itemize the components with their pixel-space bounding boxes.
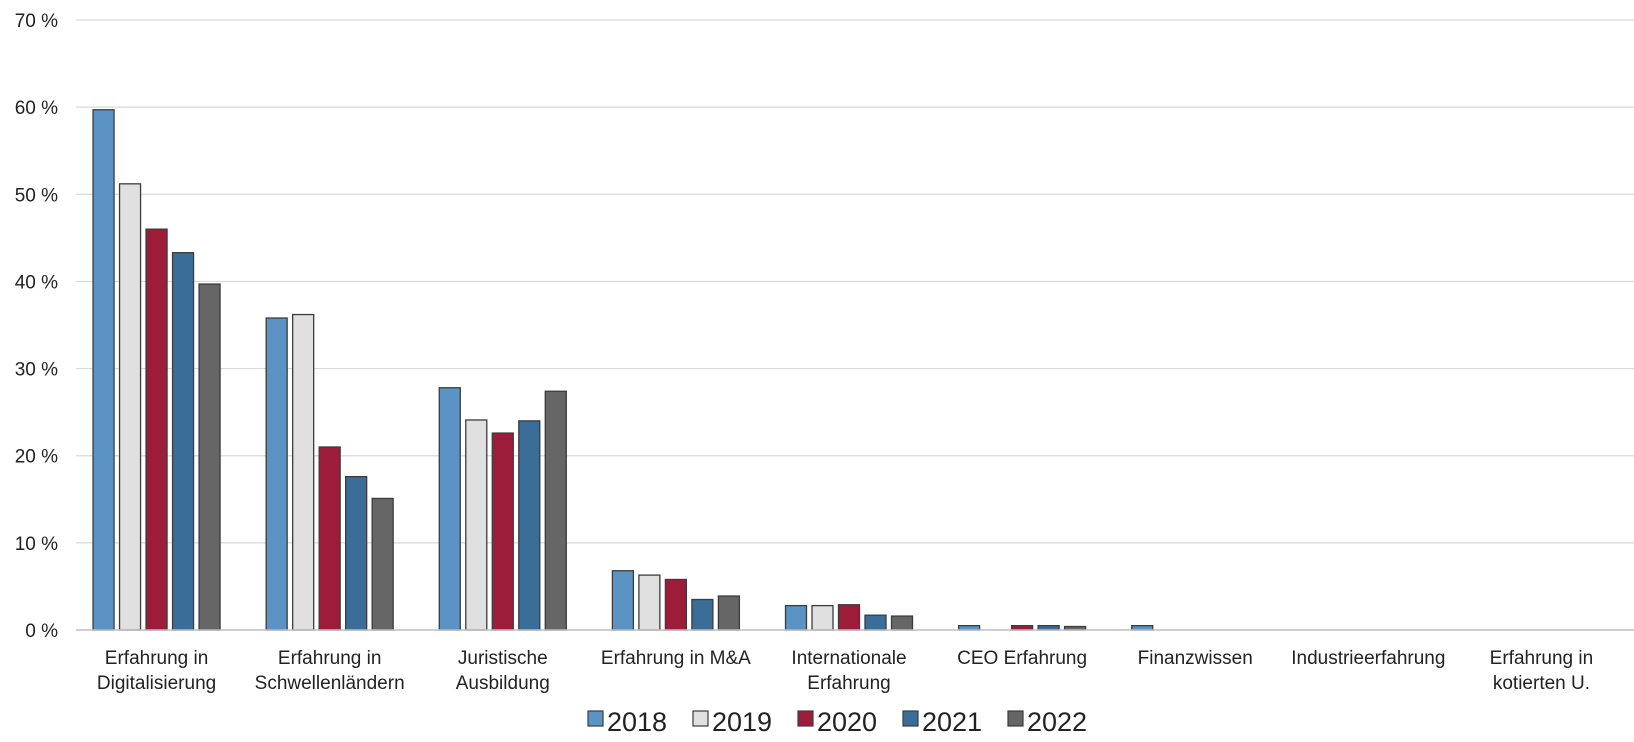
- legend-swatch-2018: [587, 710, 604, 727]
- legend: 2018 2019 2020 2021 2022: [587, 707, 1087, 737]
- bar-2019-cat-1: [292, 313, 315, 631]
- bar-2019-cat-4: [811, 604, 834, 631]
- bar-2021-cat-1: [345, 475, 368, 631]
- category-label-2-line-1: Ausbildung: [456, 673, 550, 694]
- y-tick-label-30: 30 %: [15, 360, 58, 381]
- bar-2018-cat-0: [92, 109, 115, 631]
- category-label-8-line-0: Erfahrung in: [1490, 648, 1594, 669]
- y-tick-label-20: 20 %: [15, 447, 58, 468]
- category-label-6-line-0: Finanzwissen: [1138, 648, 1253, 669]
- legend-label-2020: 2020: [817, 707, 877, 737]
- bar-2022-cat-2: [544, 390, 567, 631]
- bar-2022-cat-0: [198, 283, 221, 631]
- legend-item-2022: 2022: [1007, 707, 1087, 737]
- bar-2018-cat-3: [611, 570, 635, 631]
- bar-2019-cat-2: [465, 419, 488, 631]
- legend-item-2018: 2018: [587, 707, 667, 737]
- legend-item-2019: 2019: [692, 707, 772, 737]
- bar-2018-cat-2: [438, 387, 461, 631]
- bar-2021-cat-0: [171, 252, 195, 631]
- bars: [92, 109, 1154, 631]
- legend-item-2021: 2021: [902, 707, 982, 737]
- bar-2019-cat-3: [638, 574, 661, 631]
- category-label-4-line-1: Erfahrung: [807, 673, 890, 694]
- bar-2022-cat-3: [717, 595, 741, 631]
- legend-swatch-2020: [797, 710, 814, 727]
- bar-2020-cat-4: [837, 604, 861, 631]
- legend-label-2018: 2018: [607, 707, 667, 737]
- bar-2021-cat-2: [518, 420, 541, 631]
- y-tick-label-40: 40 %: [15, 272, 58, 293]
- bar-2020-cat-3: [664, 578, 688, 631]
- bar-2018-cat-1: [265, 317, 288, 631]
- x-axis-category-labels: Erfahrung in Digitalisierung Erfahrung in S…: [97, 648, 1593, 694]
- legend-label-2022: 2022: [1027, 707, 1087, 737]
- bar-2022-cat-1: [371, 497, 394, 631]
- category-label-3-line-0: Erfahrung in M&A: [601, 648, 751, 669]
- legend-label-2019: 2019: [712, 707, 772, 737]
- category-label-7-line-0: Industrieerfahrung: [1291, 648, 1445, 669]
- category-label-8-line-1: kotierten U.: [1493, 673, 1590, 694]
- y-tick-label-0: 0 %: [25, 621, 58, 642]
- category-label-1-line-1: Schwellenländern: [255, 673, 405, 694]
- y-axis-tick-labels: 0 % 10 % 20 % 30 % 40 % 50 % 60 % 70 %: [15, 11, 58, 642]
- category-label-1-line-0: Erfahrung in: [278, 648, 382, 669]
- y-tick-label-10: 10 %: [15, 534, 58, 555]
- y-tick-label-60: 60 %: [15, 98, 58, 119]
- bar-2018-cat-4: [784, 604, 808, 631]
- bar-2019-cat-0: [118, 183, 142, 631]
- legend-item-2020: 2020: [797, 707, 877, 737]
- bar-2022-cat-4: [890, 615, 914, 631]
- bar-2020-cat-2: [491, 432, 514, 631]
- legend-swatch-2021: [902, 710, 919, 727]
- legend-swatch-2022: [1007, 710, 1024, 727]
- bar-2020-cat-1: [318, 446, 341, 631]
- category-label-2-line-0: Juristische: [458, 648, 548, 669]
- y-tick-label-70: 70 %: [15, 11, 58, 32]
- bar-2020-cat-0: [145, 228, 168, 631]
- category-label-4-line-0: Internationale: [791, 648, 906, 669]
- category-label-0-line-1: Digitalisierung: [97, 673, 216, 694]
- bar-2021-cat-4: [864, 614, 887, 631]
- legend-swatch-2019: [692, 710, 709, 727]
- y-tick-label-50: 50 %: [15, 185, 58, 206]
- category-label-0-line-0: Erfahrung in: [105, 648, 209, 669]
- bar-2021-cat-3: [691, 598, 714, 631]
- category-label-5-line-0: CEO Erfahrung: [957, 648, 1087, 669]
- legend-label-2021: 2021: [922, 707, 982, 737]
